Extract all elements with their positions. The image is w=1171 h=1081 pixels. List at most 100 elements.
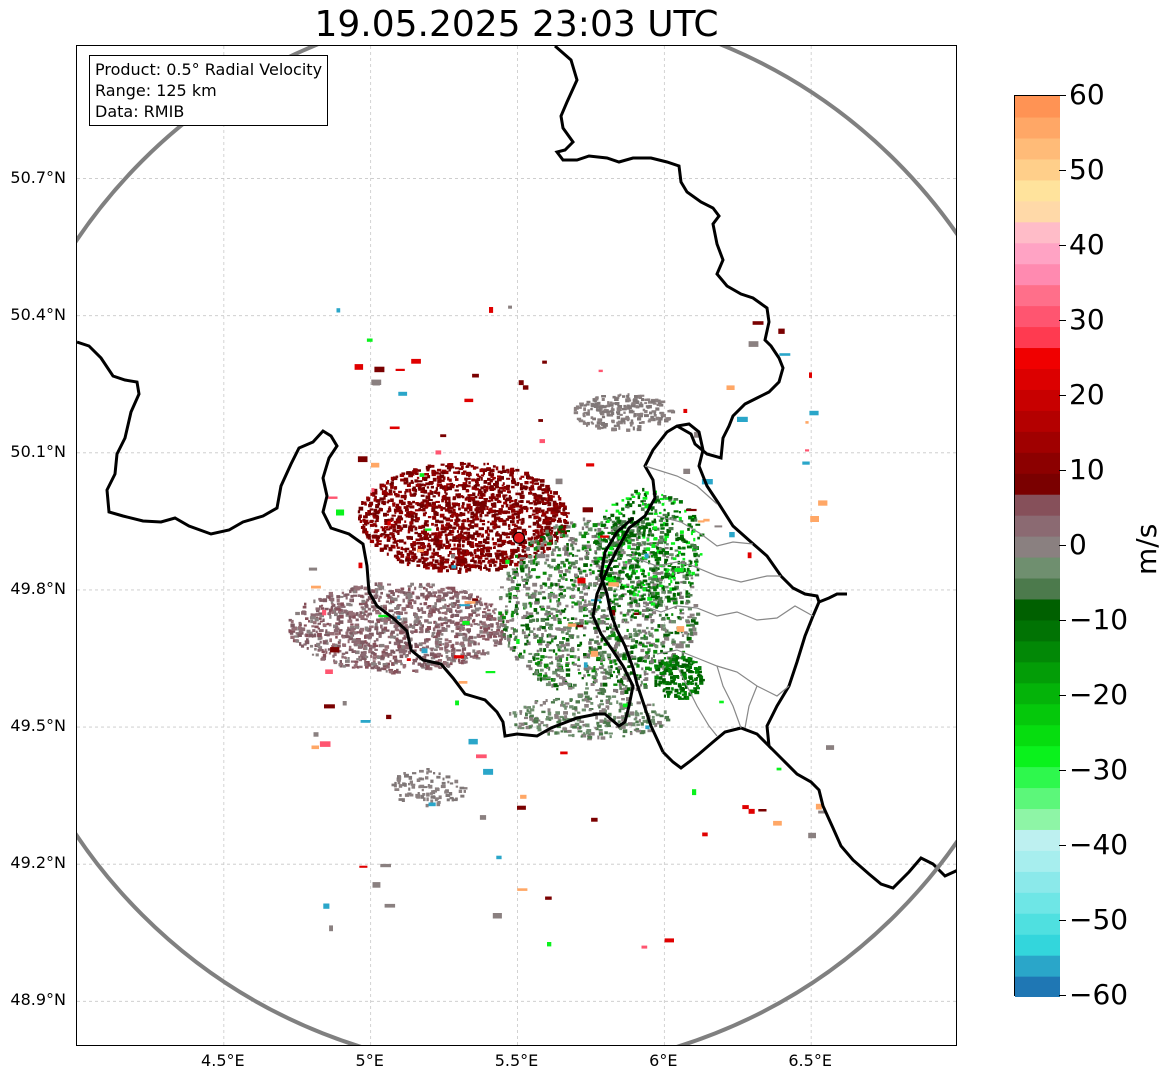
colorbar-segment bbox=[1015, 431, 1060, 453]
colorbar-segment bbox=[1015, 598, 1060, 621]
country-borders bbox=[77, 46, 956, 890]
colorbar-tick bbox=[1059, 695, 1066, 696]
admin-regions bbox=[628, 465, 814, 737]
colorbar-segment bbox=[1015, 661, 1060, 684]
colorbar-segment bbox=[1015, 829, 1060, 851]
colorbar-segment bbox=[1015, 284, 1060, 307]
border-lux-germany bbox=[599, 516, 665, 753]
map-title: 19.05.2025 23:03 UTC bbox=[314, 4, 719, 45]
colorbar-tick-label: 0 bbox=[1069, 528, 1087, 561]
colorbar-segment bbox=[1015, 221, 1060, 244]
lat-label: 49.8°N bbox=[10, 578, 66, 598]
colorbar-tick-label: 40 bbox=[1069, 228, 1105, 261]
radar-echoes bbox=[288, 305, 835, 949]
colorbar-segment bbox=[1015, 556, 1060, 579]
colorbar-segment bbox=[1015, 347, 1060, 369]
colorbar-tick-label: −30 bbox=[1069, 753, 1129, 786]
colorbar-segment bbox=[1015, 116, 1060, 139]
colorbar-segment bbox=[1015, 200, 1060, 223]
colorbar-tick-label: 10 bbox=[1069, 453, 1105, 486]
lat-label: 48.9°N bbox=[10, 990, 66, 1010]
colorbar-segment bbox=[1015, 494, 1060, 516]
lat-label: 50.1°N bbox=[10, 441, 66, 461]
colorbar bbox=[1014, 95, 1060, 997]
colorbar-tick bbox=[1059, 395, 1066, 396]
lon-label: 4.5°E bbox=[201, 1051, 245, 1070]
colorbar-segment bbox=[1015, 934, 1060, 956]
colorbar-segment bbox=[1015, 724, 1060, 747]
colorbar-tick-label: 30 bbox=[1069, 303, 1105, 336]
lat-label: 50.4°N bbox=[10, 304, 66, 324]
colorbar-segment bbox=[1015, 326, 1060, 349]
colorbar-segment bbox=[1015, 368, 1060, 390]
lon-label: 6.5°E bbox=[788, 1051, 832, 1070]
info-data: Data: RMIB bbox=[95, 102, 185, 121]
border-belgium-france bbox=[77, 340, 821, 770]
colorbar-gradient bbox=[1015, 96, 1060, 997]
colorbar-segment bbox=[1015, 619, 1060, 642]
colorbar-tick bbox=[1059, 470, 1066, 471]
colorbar-tick-label: −20 bbox=[1069, 678, 1129, 711]
colorbar-tick bbox=[1059, 245, 1066, 246]
colorbar-segment bbox=[1015, 158, 1060, 181]
colorbar-segment bbox=[1015, 410, 1060, 432]
colorbar-tick bbox=[1059, 845, 1066, 846]
gridlines bbox=[77, 46, 956, 1045]
lat-label: 49.2°N bbox=[10, 853, 66, 873]
colorbar-segment bbox=[1015, 389, 1060, 411]
colorbar-segment bbox=[1015, 640, 1060, 663]
map-canvas bbox=[77, 46, 956, 1045]
colorbar-tick-label: −60 bbox=[1069, 978, 1129, 1011]
info-box: Product: 0.5° Radial Velocity Range: 125… bbox=[89, 55, 329, 126]
colorbar-segment bbox=[1015, 682, 1060, 705]
colorbar-segment bbox=[1015, 515, 1060, 537]
colorbar-tick bbox=[1059, 995, 1066, 996]
colorbar-segment bbox=[1015, 452, 1060, 474]
colorbar-segment bbox=[1015, 745, 1060, 768]
border-germany-belgium bbox=[554, 46, 785, 460]
colorbar-segment bbox=[1015, 871, 1060, 893]
colorbar-segment bbox=[1015, 305, 1060, 328]
colorbar-tick bbox=[1059, 770, 1066, 771]
colorbar-segment bbox=[1015, 242, 1060, 265]
colorbar-tick bbox=[1059, 545, 1066, 546]
colorbar-tick-label: 60 bbox=[1069, 78, 1105, 111]
colorbar-segment bbox=[1015, 766, 1060, 789]
range-ring bbox=[77, 46, 956, 1045]
info-range: Range: 125 km bbox=[95, 81, 217, 100]
colorbar-tick-label: −40 bbox=[1069, 828, 1129, 861]
border-france-germany-south bbox=[767, 744, 956, 890]
colorbar-segment bbox=[1015, 913, 1060, 935]
colorbar-tick bbox=[1059, 170, 1066, 171]
lat-label: 50.7°N bbox=[10, 167, 66, 187]
colorbar-tick bbox=[1059, 95, 1066, 96]
colorbar-tick-label: 50 bbox=[1069, 153, 1105, 186]
radar-site-marker bbox=[512, 531, 526, 544]
colorbar-segment bbox=[1015, 892, 1060, 914]
lat-label: 49.5°N bbox=[10, 716, 66, 736]
info-product: Product: 0.5° Radial Velocity bbox=[95, 60, 323, 79]
border-east-lux bbox=[818, 592, 847, 604]
colorbar-tick bbox=[1059, 920, 1066, 921]
colorbar-tick bbox=[1059, 320, 1066, 321]
colorbar-segment bbox=[1015, 263, 1060, 286]
colorbar-segment bbox=[1015, 179, 1060, 202]
colorbar-segment bbox=[1015, 787, 1060, 810]
colorbar-segment bbox=[1015, 536, 1060, 558]
colorbar-segment bbox=[1015, 137, 1060, 160]
map-panel[interactable] bbox=[76, 45, 957, 1046]
colorbar-segment bbox=[1015, 976, 1060, 997]
colorbar-segment bbox=[1015, 808, 1060, 830]
colorbar-tick-label: 20 bbox=[1069, 378, 1105, 411]
lon-label: 5.5°E bbox=[494, 1051, 539, 1070]
colorbar-segment bbox=[1015, 96, 1060, 118]
colorbar-tick-label: −10 bbox=[1069, 603, 1129, 636]
colorbar-segment bbox=[1015, 473, 1060, 495]
colorbar-segment bbox=[1015, 955, 1060, 977]
colorbar-unit-label: m/s bbox=[1130, 523, 1163, 575]
colorbar-segment bbox=[1015, 703, 1060, 726]
colorbar-segment bbox=[1015, 850, 1060, 872]
lon-label: 5°E bbox=[355, 1051, 384, 1070]
colorbar-tick-label: −50 bbox=[1069, 903, 1129, 936]
lon-label: 6°E bbox=[649, 1051, 678, 1070]
